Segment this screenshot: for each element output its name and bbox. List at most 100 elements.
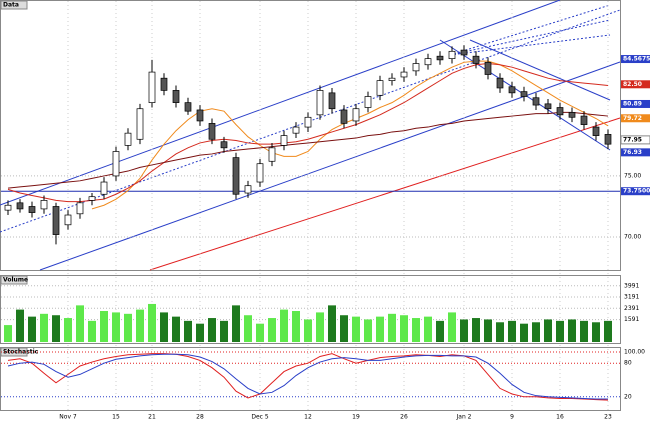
volume-bar [460, 319, 468, 342]
x-tick-label: Nov 7 [59, 414, 77, 421]
volume-bar [76, 305, 84, 342]
volume-bar [568, 319, 576, 342]
volume-bar [340, 315, 348, 342]
candle-body [604, 134, 612, 145]
volume-bar [244, 315, 252, 342]
price-tag [621, 187, 650, 196]
candle-body [268, 147, 276, 162]
candle-body [40, 200, 48, 210]
y-tick-label: 70.00 [624, 234, 641, 241]
volume-bar [316, 312, 324, 342]
price-tag-label: 76.93 [623, 149, 642, 156]
volume-bar [520, 323, 528, 342]
candle-body [352, 108, 360, 122]
volume-bar [400, 315, 408, 342]
panel-title: Data [3, 2, 19, 9]
volume-bar [376, 316, 384, 342]
x-tick-label: 21 [148, 414, 156, 421]
candle-body [64, 214, 72, 226]
volume-bar [328, 305, 336, 342]
stochastic-panel [0, 347, 621, 411]
candle-body [496, 77, 504, 89]
candle-body [28, 206, 36, 213]
x-tick-label: 9 [510, 414, 514, 421]
volume-bar [388, 313, 396, 342]
candle-body [556, 107, 564, 116]
volume-bar [532, 322, 540, 342]
volume-bar [508, 320, 516, 342]
price-panel [0, 0, 621, 271]
volume-bar [352, 316, 360, 342]
x-tick-label: 15 [112, 414, 120, 421]
volume-bar [172, 316, 180, 342]
line-series [7, 353, 609, 401]
candle-body [544, 103, 552, 110]
volume-bar [64, 318, 72, 342]
candle-body [172, 90, 180, 103]
volume-bar [496, 322, 504, 342]
volume-bar [412, 318, 420, 342]
y-tick-label: 80 [624, 360, 632, 367]
line-series [7, 353, 608, 400]
candle-body [100, 181, 108, 195]
candle-body [184, 102, 192, 112]
volume-bar [544, 319, 552, 342]
y-tick-label: 1591 [624, 316, 639, 323]
price-tag [621, 148, 650, 157]
volume-bar [472, 318, 480, 342]
volume-bar [436, 320, 444, 342]
candle-body [424, 58, 432, 66]
x-tick-label: 16 [556, 414, 564, 421]
candle-body [232, 157, 240, 195]
candle-body [580, 115, 588, 125]
volume-bar [184, 320, 192, 342]
candle-body [112, 151, 120, 177]
volume-bar [292, 311, 300, 342]
volume-bar [280, 309, 288, 342]
volume-bar [28, 316, 36, 342]
price-tag [621, 55, 650, 64]
line-series [7, 111, 609, 189]
x-tick-label: Jan 2 [456, 414, 472, 421]
volume-bar [304, 319, 312, 342]
volume-bar [448, 312, 456, 342]
volume-bar [100, 311, 108, 342]
volume-bar [220, 320, 228, 342]
candle-body [256, 163, 264, 183]
volume-bar [196, 323, 204, 342]
y-tick-label: 2391 [624, 305, 639, 312]
volume-bar [40, 313, 48, 342]
volume-bar [136, 309, 144, 342]
candle-body [592, 126, 600, 136]
candle-body [376, 80, 384, 96]
candle-body [280, 135, 288, 146]
volume-bar [256, 323, 264, 342]
candle-body [460, 49, 468, 56]
candle-body [532, 97, 540, 106]
candle-body [88, 196, 96, 201]
candle-body [400, 71, 408, 78]
panel-title-box [0, 0, 28, 10]
candle-body [364, 96, 372, 108]
candle-body [568, 112, 576, 118]
volume-bar [160, 312, 168, 342]
x-tick-label: Dec 5 [251, 414, 269, 421]
candle-body [208, 123, 216, 140]
candle-body [16, 202, 24, 210]
candle-body [196, 109, 204, 122]
candle-body [220, 141, 228, 149]
candle-body [304, 116, 312, 128]
candle-body [388, 77, 396, 81]
price-tag [621, 99, 650, 108]
candle-body [4, 204, 12, 211]
volume-bar [124, 313, 132, 342]
candle-body [244, 185, 252, 194]
candle-body [412, 63, 420, 72]
line-series [7, 63, 609, 203]
x-tick-label: 28 [196, 414, 204, 421]
x-tick-label: 23 [604, 414, 612, 421]
candle-body [520, 91, 528, 97]
volume-bar [424, 316, 432, 342]
y-tick-label: 100.00 [624, 349, 645, 356]
